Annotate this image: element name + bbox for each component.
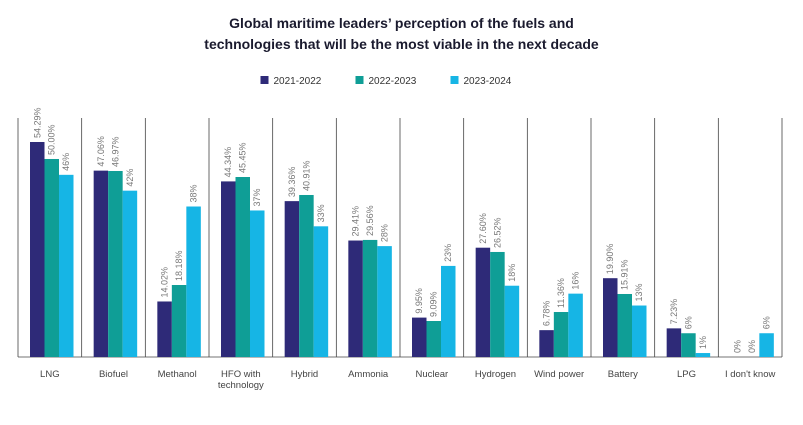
value-label: 19.90% xyxy=(605,244,615,275)
x-tick-label: LPG xyxy=(676,369,696,380)
x-tick-label: Nuclear xyxy=(415,369,449,380)
bar xyxy=(59,174,74,357)
bar xyxy=(553,312,569,357)
value-label: 26.52% xyxy=(492,217,502,248)
bar xyxy=(313,226,329,357)
bar xyxy=(475,247,491,357)
bar xyxy=(93,170,109,357)
value-label: 15.91% xyxy=(620,259,630,290)
value-label: 16% xyxy=(571,272,581,290)
value-label: 46% xyxy=(61,153,71,171)
bar xyxy=(362,239,378,357)
value-label: 29.56% xyxy=(365,205,375,236)
bar xyxy=(539,330,554,357)
bar xyxy=(44,158,59,357)
x-tick-label: Hydrogen xyxy=(474,369,517,380)
x-tick-label: HFO with technology xyxy=(217,369,264,391)
bar xyxy=(681,333,696,357)
bar xyxy=(490,251,505,357)
value-label: 13% xyxy=(634,284,644,302)
bar xyxy=(695,353,711,357)
bar xyxy=(666,328,682,357)
value-label: 6.78% xyxy=(542,301,552,327)
bar xyxy=(30,142,45,357)
value-label: 38% xyxy=(189,184,199,202)
value-label: 23% xyxy=(443,244,453,262)
bar xyxy=(603,278,618,357)
value-label: 54.29% xyxy=(32,107,42,138)
value-label: 28% xyxy=(380,224,390,242)
bar xyxy=(441,265,456,357)
value-label: 45.45% xyxy=(238,142,248,173)
bar xyxy=(632,305,647,357)
value-label: 0% xyxy=(747,340,757,353)
value-label: 7.23% xyxy=(669,299,679,325)
bar xyxy=(284,201,300,357)
value-label: 1% xyxy=(698,336,708,349)
value-label: 6% xyxy=(683,316,693,329)
chart-title: Global maritime leaders’ perception of t… xyxy=(204,15,599,52)
value-label: 9.95% xyxy=(414,288,424,314)
value-label: 37% xyxy=(252,188,262,206)
x-tick-label: Wind power xyxy=(534,369,585,380)
value-label: 14.02% xyxy=(160,267,170,298)
bar xyxy=(250,210,265,357)
x-tick-label: Battery xyxy=(607,369,638,380)
value-label: 18% xyxy=(507,264,517,282)
x-tick-label: Methanol xyxy=(157,369,197,380)
value-label: 0% xyxy=(733,340,743,353)
x-tick-label: LNG xyxy=(40,369,60,380)
legend-label: 2021-2022 xyxy=(274,76,322,87)
value-label: 46.97% xyxy=(110,136,120,167)
bar xyxy=(186,206,201,357)
value-label: 47.06% xyxy=(96,136,106,167)
bar xyxy=(122,190,138,357)
legend-label: 2022-2023 xyxy=(369,76,417,87)
bar xyxy=(221,181,236,357)
value-label: 11.36% xyxy=(556,278,566,308)
value-label: 50.00% xyxy=(47,124,57,155)
x-tick-label: Biofuel xyxy=(98,369,129,380)
value-label: 39.36% xyxy=(287,167,297,198)
value-label: 44.34% xyxy=(223,147,233,178)
value-label: 40.91% xyxy=(301,160,311,191)
bar xyxy=(504,285,520,357)
bar xyxy=(171,285,187,357)
legend-swatch xyxy=(355,76,364,84)
bar xyxy=(157,301,172,357)
value-label: 33% xyxy=(316,204,326,222)
value-label: 42% xyxy=(125,169,135,187)
value-label: 27.60% xyxy=(478,213,488,244)
bar xyxy=(617,293,632,357)
legend-label: 2023-2024 xyxy=(464,76,512,87)
legend-swatch xyxy=(450,76,459,84)
legend-swatch xyxy=(260,76,269,84)
x-tick-label: Hybrid xyxy=(290,369,319,380)
value-label: 18.18% xyxy=(174,250,184,281)
value-label: 29.41% xyxy=(351,206,361,237)
x-tick-label: Ammonia xyxy=(348,369,389,380)
bar xyxy=(412,317,427,357)
x-tick-label: I don't know xyxy=(724,369,776,380)
bar xyxy=(348,240,363,357)
bar xyxy=(377,246,392,357)
bar xyxy=(235,177,250,357)
bar xyxy=(426,321,441,357)
value-label: 9.09% xyxy=(429,291,439,317)
bar xyxy=(568,293,583,357)
bar xyxy=(108,170,123,357)
bar xyxy=(299,194,314,357)
value-label: 6% xyxy=(762,316,772,329)
bar xyxy=(759,333,774,357)
